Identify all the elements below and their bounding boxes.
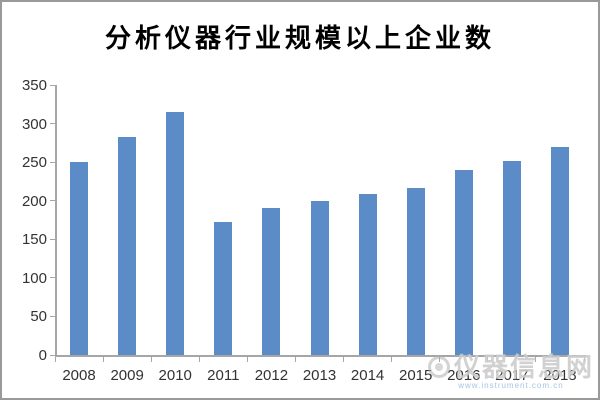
x-axis-line	[55, 355, 586, 357]
y-tick-label: 250	[21, 154, 47, 172]
bar-2016	[454, 169, 473, 355]
x-axis-tick	[246, 357, 248, 362]
bar-2017	[502, 160, 521, 355]
x-axis-tick	[150, 357, 152, 362]
x-axis-tick	[487, 357, 489, 362]
x-label-2015: 2015	[398, 367, 433, 384]
x-axis-tick	[294, 357, 296, 362]
y-tick-label: 150	[21, 231, 47, 249]
bar-2010	[166, 112, 185, 355]
x-label-2011: 2011	[207, 367, 240, 384]
x-axis-tick	[54, 357, 56, 362]
y-axis-line	[55, 85, 57, 355]
y-axis-tick	[50, 315, 55, 317]
x-label-2008: 2008	[62, 367, 96, 384]
bar-2009	[118, 136, 137, 355]
x-axis-tick	[343, 357, 345, 362]
chart-title: 分析仪器行业规模以上企业数	[104, 24, 495, 54]
x-label-2012: 2012	[254, 367, 289, 384]
x-label-2013: 2013	[302, 367, 337, 384]
y-tick-label: 0	[38, 347, 47, 364]
y-tick-label: 200	[21, 192, 47, 210]
bar-2012	[262, 208, 281, 355]
y-tick-label: 50	[30, 308, 47, 326]
x-axis-tick	[583, 357, 585, 362]
bar-2011	[214, 222, 233, 355]
x-label-2014: 2014	[350, 367, 385, 384]
x-label-2016: 2016	[447, 367, 481, 384]
y-axis-tick	[50, 123, 55, 125]
x-axis-tick	[391, 357, 393, 362]
bar-2008	[70, 162, 89, 355]
x-axis-tick	[535, 357, 537, 362]
x-axis-tick	[102, 357, 104, 362]
x-label-2018: 2018	[543, 367, 577, 384]
y-axis-tick	[50, 84, 55, 86]
bar-2013	[310, 201, 329, 355]
y-axis-tick	[50, 354, 55, 356]
bar-2014	[358, 193, 377, 355]
y-axis-tick	[50, 200, 55, 202]
bar-2015	[406, 188, 425, 355]
x-axis-tick	[439, 357, 441, 362]
y-axis-tick	[50, 238, 55, 240]
bar-2018	[550, 146, 569, 355]
y-tick-label: 300	[21, 115, 47, 133]
y-tick-label: 350	[21, 77, 47, 94]
y-axis-tick	[50, 277, 55, 279]
y-axis-tick	[50, 161, 55, 163]
x-label-2010: 2010	[158, 367, 192, 384]
y-tick-label: 100	[21, 269, 47, 287]
x-label-2009: 2009	[110, 367, 144, 384]
x-label-2017: 2017	[495, 367, 529, 384]
x-axis-tick	[198, 357, 200, 362]
